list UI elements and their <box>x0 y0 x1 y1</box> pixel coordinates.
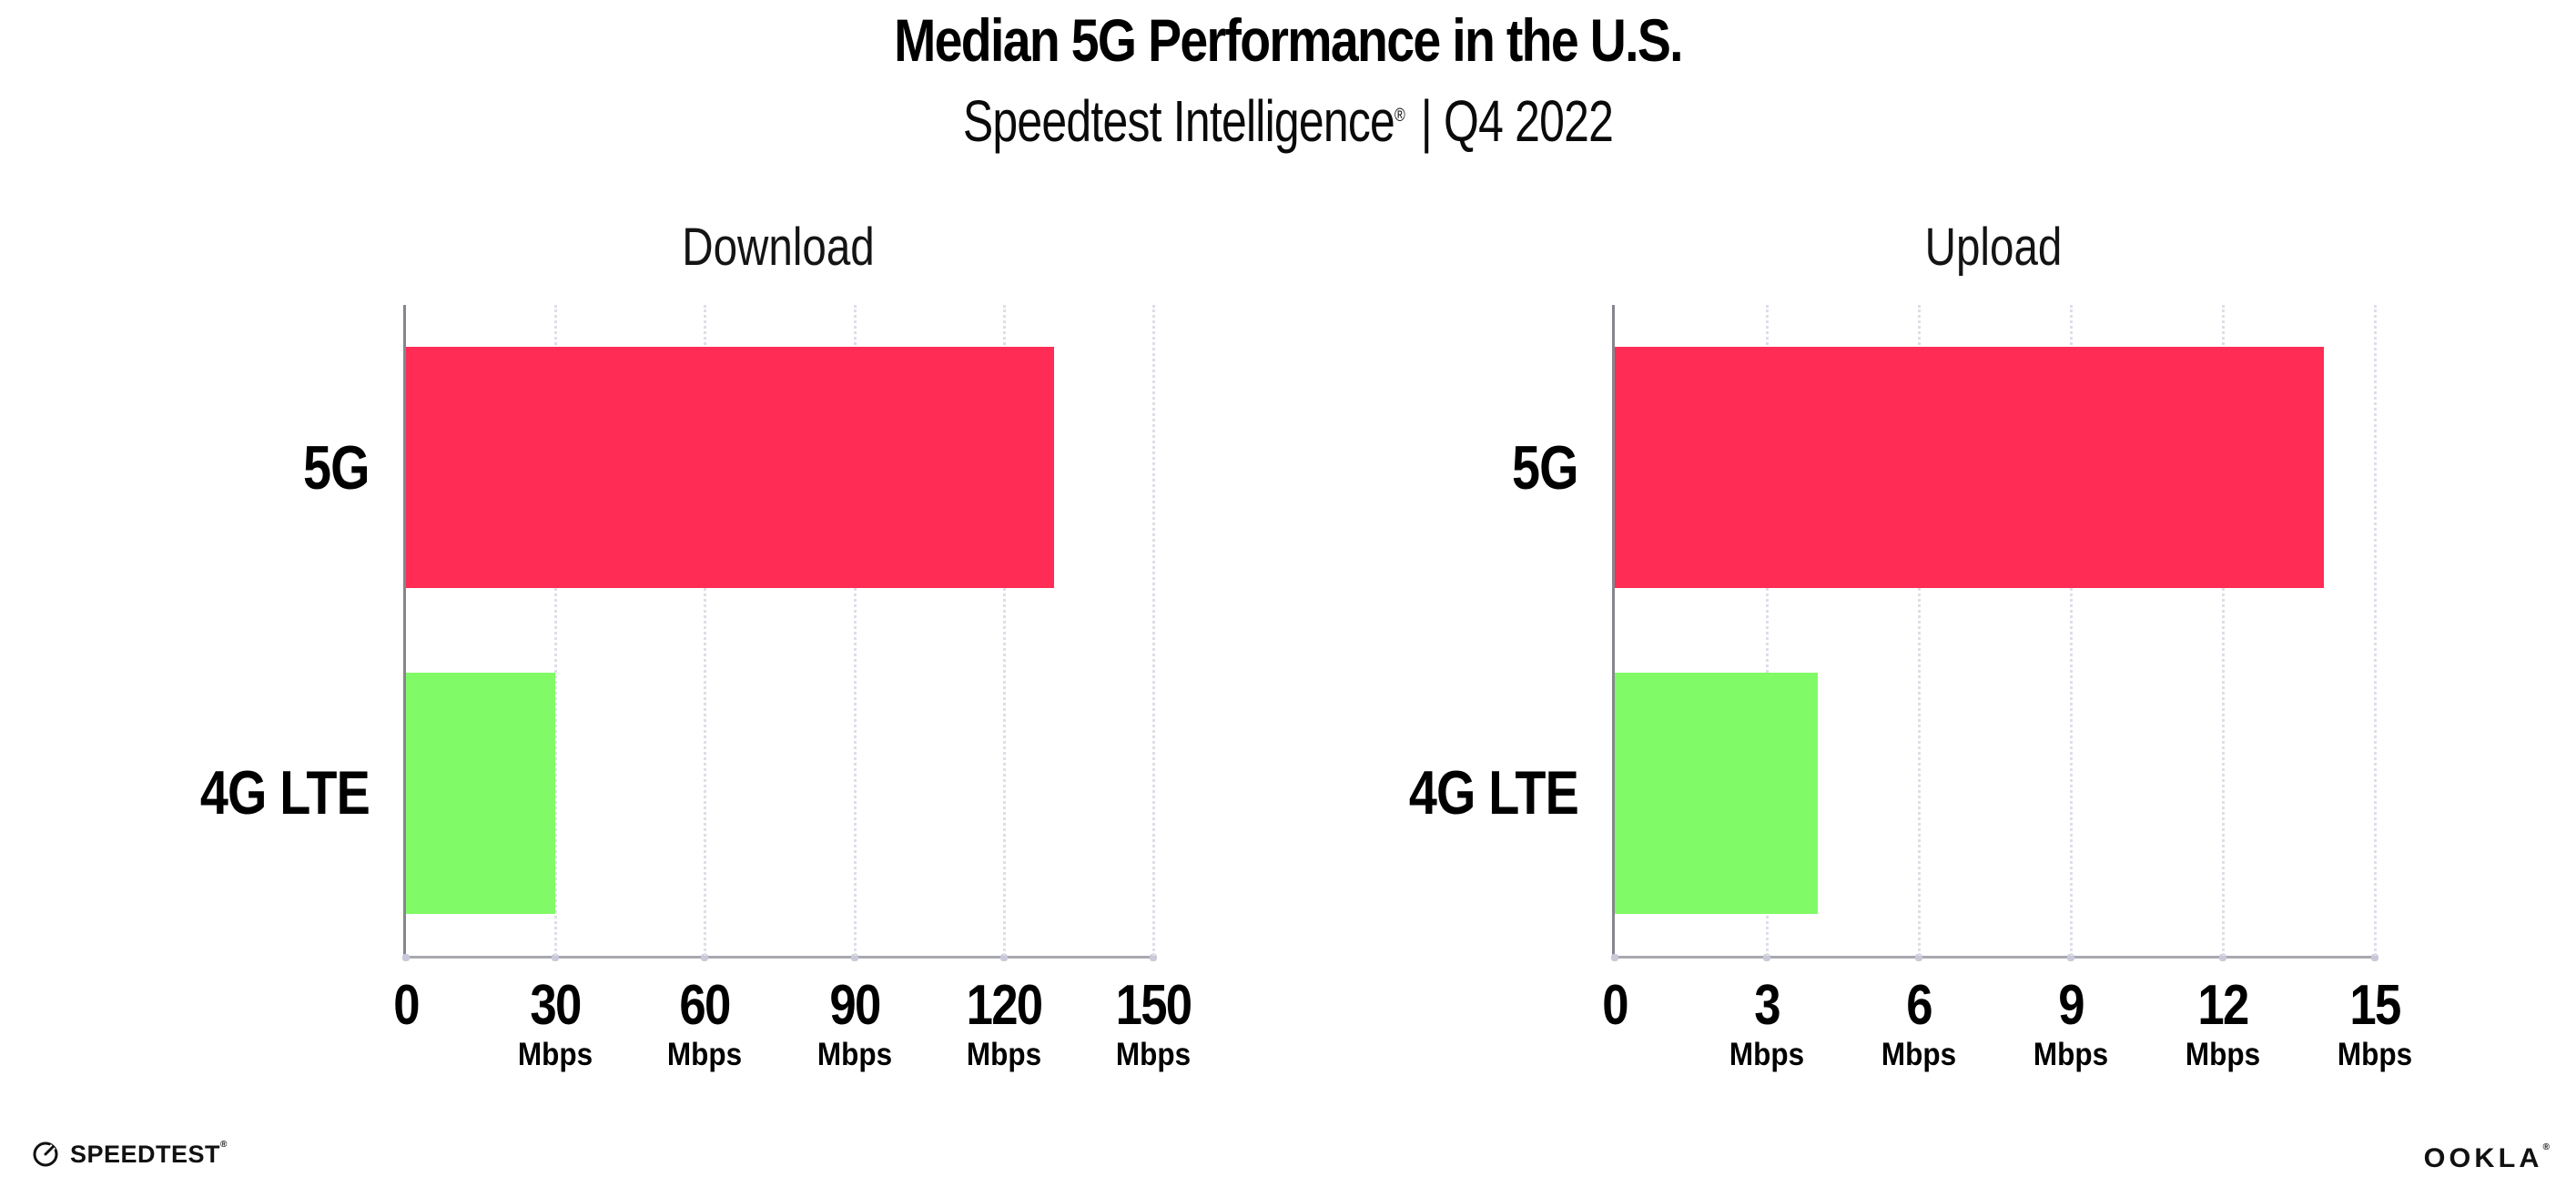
x-tick-value: 9 <box>2058 974 2084 1037</box>
x-tick-label: 6 Mbps <box>1877 976 1960 1073</box>
x-tick-label: 60 Mbps <box>664 976 746 1073</box>
ookla-logo: OOKLA® <box>2424 1143 2550 1174</box>
category-label-5g: 5G <box>303 432 370 502</box>
x-tick-value: 0 <box>1602 974 1628 1037</box>
x-gridline <box>704 305 707 956</box>
x-tick-value: 120 <box>966 974 1043 1037</box>
bar-4g-lte <box>406 672 556 914</box>
x-tick-mark <box>1915 954 1922 961</box>
x-tick-label: 30 Mbps <box>513 976 596 1073</box>
x-tick-label: 90 Mbps <box>813 976 896 1073</box>
x-tick-mark <box>1150 954 1157 961</box>
x-tick-unit: Mbps <box>966 1037 1041 1073</box>
speedtest-wordmark-text: SPEEDTEST <box>70 1140 221 1168</box>
subtitle-period: | Q4 2022 <box>1408 88 1614 154</box>
category-label-4g-lte: 4G LTE <box>1408 758 1579 828</box>
chart-main-subtitle: Speedtest Intelligence® | Q4 2022 <box>283 87 2292 155</box>
x-tick-unit: Mbps <box>518 1037 593 1073</box>
x-tick-label: 0 <box>1600 976 1629 1035</box>
x-gridline <box>2222 305 2225 956</box>
x-tick-value: 30 <box>530 974 583 1037</box>
x-tick-value: 60 <box>679 974 732 1037</box>
subtitle-brand: Speedtest Intelligence <box>962 88 1395 154</box>
x-gridline <box>1918 305 1921 956</box>
x-gridline <box>2374 305 2377 956</box>
x-tick-mark <box>1611 954 1618 961</box>
x-tick-unit: Mbps <box>1729 1037 1805 1073</box>
x-gridline <box>1002 305 1006 956</box>
ookla-wordmark: OOKLA® <box>2424 1143 2550 1174</box>
speedtest-registered-mark: ® <box>220 1139 228 1150</box>
x-tick-mark <box>999 954 1008 961</box>
x-tick-label: 9 Mbps <box>2029 976 2112 1073</box>
x-tick-unit: Mbps <box>816 1037 892 1073</box>
x-gridline <box>554 305 558 956</box>
x-tick-mark <box>552 954 560 961</box>
x-tick-label: 12 Mbps <box>2181 976 2264 1073</box>
ookla-wordmark-text: OOKLA <box>2423 1143 2543 1173</box>
speedtest-wordmark: SPEEDTEST® <box>70 1139 228 1169</box>
x-tick-unit: Mbps <box>2337 1037 2413 1073</box>
x-gridline <box>2070 305 2073 956</box>
x-tick-unit: Mbps <box>2185 1037 2261 1073</box>
x-tick-mark <box>2219 954 2226 961</box>
x-tick-value: 90 <box>828 974 881 1037</box>
upload-plot-area: 0 3 Mbps 6 Mbps 9 Mbps 12 Mbps 15 Mbps 5G 4G LTE <box>1409 305 2412 1072</box>
x-tick-value: 3 <box>1754 974 1780 1037</box>
x-tick-mark <box>1763 954 1770 961</box>
x-tick-mark <box>701 954 709 961</box>
speedtest-gauge-icon <box>31 1140 60 1169</box>
x-tick-value: 6 <box>1906 974 1932 1037</box>
x-tick-mark <box>402 954 410 961</box>
x-tick-mark <box>2371 954 2378 961</box>
download-panel-title: Download <box>682 218 875 277</box>
bar-4g-lte <box>1615 672 1818 914</box>
category-label-5g: 5G <box>1512 432 1579 502</box>
registered-mark: ® <box>1394 104 1405 126</box>
category-label-4g-lte: 4G LTE <box>199 758 370 828</box>
x-tick-mark <box>2067 954 2074 961</box>
x-tick-mark <box>850 954 858 961</box>
x-tick-label: 150 Mbps <box>1109 976 1197 1073</box>
download-plot-area: 0 30 Mbps 60 Mbps 90 Mbps 120 Mbps 150 Mbps 5G 4G LT… <box>200 305 1192 1072</box>
bar-5g <box>406 347 1054 589</box>
x-tick-unit: Mbps <box>2033 1037 2109 1073</box>
x-tick-label: 15 Mbps <box>2333 976 2416 1073</box>
x-tick-value: 150 <box>1115 974 1193 1037</box>
x-tick-value: 15 <box>2349 974 2401 1037</box>
x-tick-value: 12 <box>2197 974 2249 1037</box>
x-tick-label: 120 Mbps <box>959 976 1048 1073</box>
chart-main-title: Median 5G Performance in the U.S. <box>894 6 1683 74</box>
speedtest-logo: SPEEDTEST® <box>31 1140 228 1169</box>
x-tick-unit: Mbps <box>667 1037 743 1073</box>
x-gridline <box>853 305 857 956</box>
upload-panel-title: Upload <box>1924 218 2063 277</box>
x-tick-label: 3 Mbps <box>1725 976 1808 1073</box>
x-gridline <box>1766 305 1769 956</box>
x-tick-unit: Mbps <box>1115 1037 1192 1073</box>
x-tick-value: 0 <box>393 974 420 1037</box>
x-gridline <box>1152 305 1155 956</box>
x-tick-unit: Mbps <box>1881 1037 1957 1073</box>
bar-5g <box>1615 347 2325 589</box>
ookla-registered-mark: ® <box>2542 1142 2551 1152</box>
x-tick-label: 0 <box>391 976 421 1035</box>
